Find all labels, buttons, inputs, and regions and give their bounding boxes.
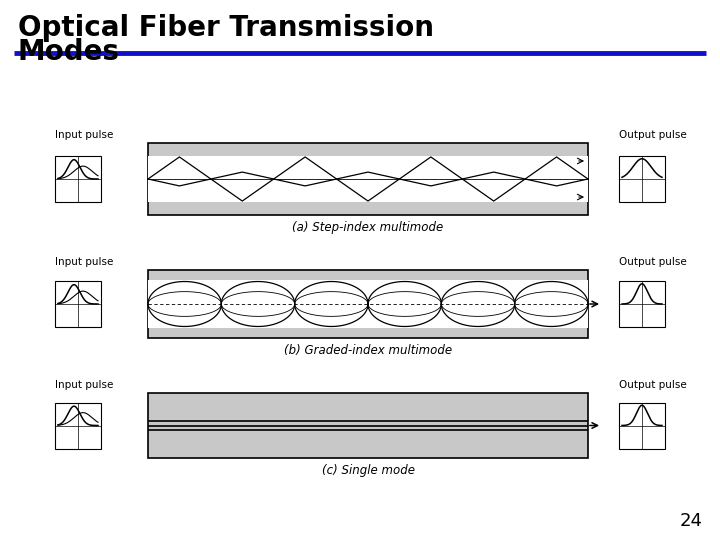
Bar <box>619 402 665 449</box>
Bar <box>148 270 588 338</box>
Bar <box>55 281 101 327</box>
Text: Optical Fiber Transmission: Optical Fiber Transmission <box>18 14 434 42</box>
Text: Output pulse: Output pulse <box>619 380 687 390</box>
Bar <box>148 393 588 458</box>
Text: (b) Graded-index multimode: (b) Graded-index multimode <box>284 344 452 357</box>
Text: Input pulse: Input pulse <box>55 380 113 390</box>
Bar <box>148 280 588 328</box>
Bar <box>148 143 588 215</box>
Bar <box>55 402 101 449</box>
Text: Output pulse: Output pulse <box>619 130 687 140</box>
Bar <box>55 156 101 202</box>
Text: Input pulse: Input pulse <box>55 257 113 267</box>
Bar <box>619 156 665 202</box>
Text: Input pulse: Input pulse <box>55 130 113 140</box>
Text: 24: 24 <box>680 512 703 530</box>
Bar <box>148 156 588 202</box>
Bar <box>619 281 665 327</box>
Text: (c) Single mode: (c) Single mode <box>322 464 415 477</box>
Text: (a) Step-index multimode: (a) Step-index multimode <box>292 221 444 234</box>
Text: Output pulse: Output pulse <box>619 257 687 267</box>
Text: Modes: Modes <box>18 38 120 66</box>
